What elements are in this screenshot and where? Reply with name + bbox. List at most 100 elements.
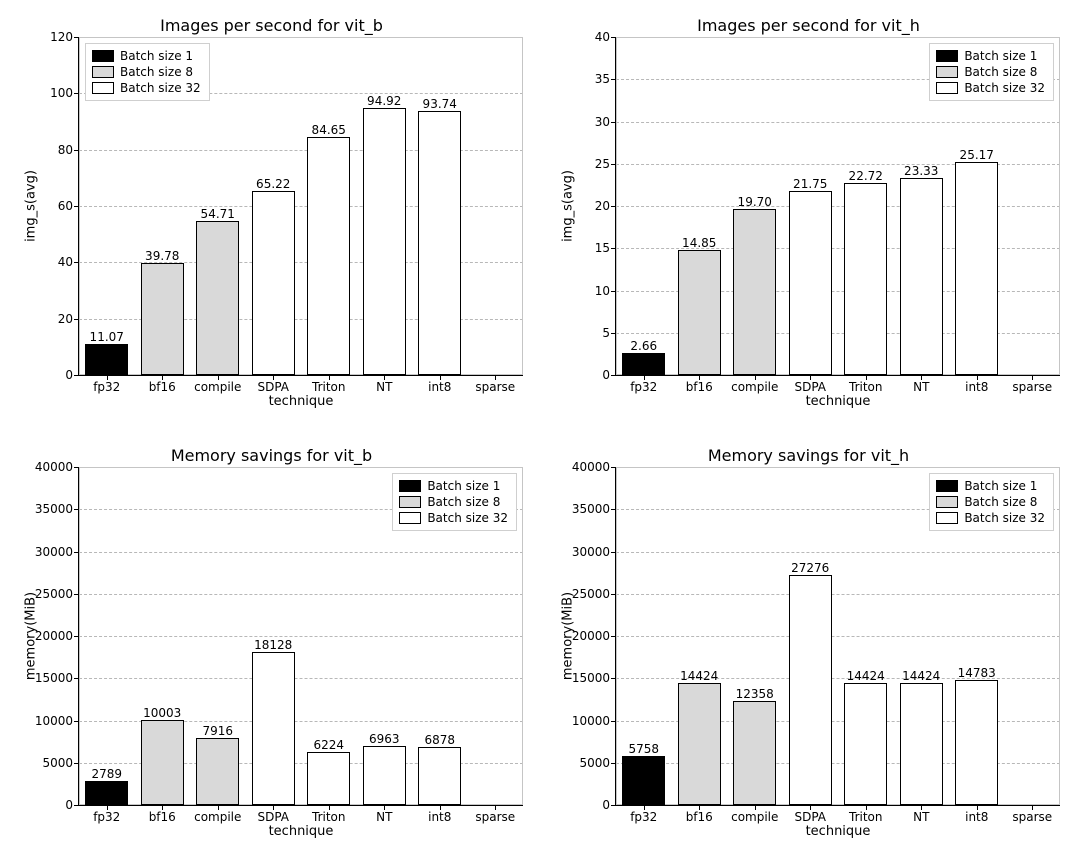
xtick-label: int8 xyxy=(965,375,988,394)
bar-compile: 19.70 xyxy=(733,209,776,375)
y-axis-label: img_s(avg) xyxy=(561,170,576,242)
bar-NT: 23.33 xyxy=(900,178,943,375)
bar-value-label: 12358 xyxy=(736,687,774,702)
xtick-label: int8 xyxy=(965,805,988,824)
xtick-label: bf16 xyxy=(149,805,176,824)
ytick-label: 20 xyxy=(595,199,616,213)
bar-bf16: 14424 xyxy=(678,683,721,805)
bar-value-label: 19.70 xyxy=(738,195,772,210)
legend-swatch-icon xyxy=(936,496,958,508)
ytick-label: 40 xyxy=(58,255,79,269)
legend-label: Batch size 32 xyxy=(964,80,1045,96)
xtick-label: compile xyxy=(194,805,241,824)
chart-title: Memory savings for vit_h xyxy=(557,446,1060,467)
bar-value-label: 14424 xyxy=(847,669,885,684)
legend: Batch size 1Batch size 8Batch size 32 xyxy=(85,43,210,101)
legend-item: Batch size 8 xyxy=(92,64,201,80)
bar-int8: 93.74 xyxy=(418,111,461,375)
bar-value-label: 7916 xyxy=(202,724,233,739)
ytick-label: 60 xyxy=(58,199,79,213)
bar-value-label: 5758 xyxy=(628,742,659,757)
ytick-label: 120 xyxy=(50,30,79,44)
bar-value-label: 14424 xyxy=(902,669,940,684)
bar-fp32: 11.07 xyxy=(85,344,128,375)
ytick-label: 20000 xyxy=(572,629,616,643)
legend: Batch size 1Batch size 8Batch size 32 xyxy=(392,473,517,531)
bar-value-label: 21.75 xyxy=(793,177,827,192)
xtick-label: bf16 xyxy=(686,375,713,394)
bar-compile: 12358 xyxy=(733,701,776,805)
bar-value-label: 14783 xyxy=(958,666,996,681)
xtick-label: sparse xyxy=(475,375,515,394)
bar-compile: 7916 xyxy=(196,738,239,805)
ytick-label: 15000 xyxy=(35,671,79,685)
bar-value-label: 54.71 xyxy=(201,207,235,222)
xtick-label: int8 xyxy=(428,805,451,824)
bar-int8: 6878 xyxy=(418,747,461,805)
legend-swatch-icon xyxy=(92,66,114,78)
bar-compile: 54.71 xyxy=(196,221,239,375)
legend-swatch-icon xyxy=(936,66,958,78)
bar-value-label: 84.65 xyxy=(312,123,346,138)
ytick-label: 10000 xyxy=(572,714,616,728)
bar-value-label: 2789 xyxy=(91,767,122,782)
legend-swatch-icon xyxy=(92,50,114,62)
ytick-label: 0 xyxy=(65,368,79,382)
ytick-label: 0 xyxy=(602,368,616,382)
legend-swatch-icon xyxy=(399,496,421,508)
xtick-label: int8 xyxy=(428,375,451,394)
legend-item: Batch size 32 xyxy=(399,510,508,526)
legend: Batch size 1Batch size 8Batch size 32 xyxy=(929,473,1054,531)
ytick-label: 10 xyxy=(595,284,616,298)
ytick-label: 0 xyxy=(602,798,616,812)
xtick-label: compile xyxy=(731,375,778,394)
chart-panel-imgs_vit_h: Images per second for vit_h0510152025303… xyxy=(557,16,1060,418)
legend-swatch-icon xyxy=(399,512,421,524)
ytick-label: 25000 xyxy=(35,587,79,601)
bar-SDPA: 65.22 xyxy=(252,191,295,375)
xtick-label: fp32 xyxy=(93,375,120,394)
bar-Triton: 84.65 xyxy=(307,137,350,375)
xtick-label: Triton xyxy=(849,375,883,394)
chart-title: Images per second for vit_h xyxy=(557,16,1060,37)
ytick-label: 20000 xyxy=(35,629,79,643)
ytick-label: 5000 xyxy=(579,756,616,770)
plot-area: 0500010000150002000025000300003500040000… xyxy=(615,467,1060,806)
legend-label: Batch size 8 xyxy=(964,494,1037,510)
bar-value-label: 14424 xyxy=(680,669,718,684)
bar-SDPA: 18128 xyxy=(252,652,295,805)
xtick-label: Triton xyxy=(849,805,883,824)
xtick-label: fp32 xyxy=(630,805,657,824)
xtick-label: compile xyxy=(194,375,241,394)
bar-value-label: 93.74 xyxy=(423,97,457,112)
bar-Triton: 6224 xyxy=(307,752,350,805)
ytick-label: 30 xyxy=(595,115,616,129)
xtick-label: fp32 xyxy=(630,375,657,394)
legend-swatch-icon xyxy=(92,82,114,94)
ytick-label: 100 xyxy=(50,86,79,100)
ytick-label: 40000 xyxy=(35,460,79,474)
xtick-label: bf16 xyxy=(686,805,713,824)
bar-value-label: 6878 xyxy=(424,733,455,748)
legend-label: Batch size 8 xyxy=(964,64,1037,80)
xtick-label: NT xyxy=(913,375,929,394)
bar-Triton: 14424 xyxy=(844,683,887,805)
ytick-label: 10000 xyxy=(35,714,79,728)
xtick-label: fp32 xyxy=(93,805,120,824)
y-axis-label: memory(MiB) xyxy=(561,592,576,680)
chart-panel-imgs_vit_b: Images per second for vit_b0204060801001… xyxy=(20,16,523,418)
bar-bf16: 39.78 xyxy=(141,263,184,375)
ytick-label: 20 xyxy=(58,312,79,326)
bar-value-label: 2.66 xyxy=(630,339,657,354)
bar-value-label: 14.85 xyxy=(682,236,716,251)
bar-value-label: 65.22 xyxy=(256,177,290,192)
xtick-label: sparse xyxy=(475,805,515,824)
chart-title: Memory savings for vit_b xyxy=(20,446,523,467)
bar-value-label: 23.33 xyxy=(904,164,938,179)
xtick-label: compile xyxy=(731,805,778,824)
bar-int8: 14783 xyxy=(955,680,998,805)
legend-label: Batch size 1 xyxy=(964,478,1037,494)
legend-item: Batch size 32 xyxy=(936,80,1045,96)
y-axis-label: memory(MiB) xyxy=(24,592,39,680)
bar-bf16: 14.85 xyxy=(678,250,721,375)
